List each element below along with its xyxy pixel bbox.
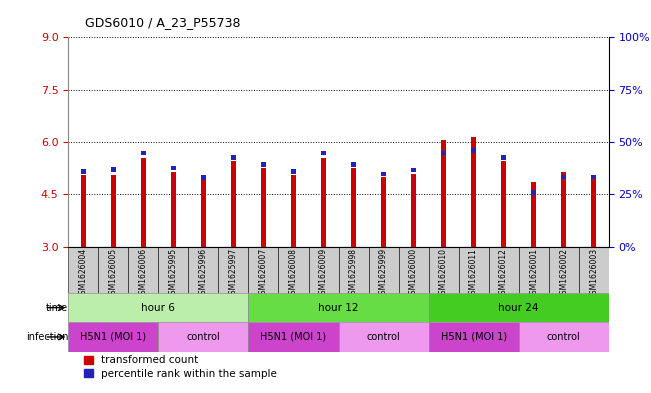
Legend: transformed count, percentile rank within the sample: transformed count, percentile rank withi…: [85, 355, 277, 379]
Text: GSM1626010: GSM1626010: [439, 248, 448, 299]
Bar: [291, 175, 296, 247]
Text: GSM1625995: GSM1625995: [169, 248, 178, 299]
Text: GSM1625996: GSM1625996: [199, 248, 208, 299]
Bar: [201, 175, 206, 180]
Bar: [351, 162, 356, 167]
Text: GSM1626002: GSM1626002: [559, 248, 568, 299]
Bar: [519, 322, 609, 352]
Text: hour 12: hour 12: [318, 303, 359, 312]
Bar: [171, 166, 176, 171]
Text: GSM1625999: GSM1625999: [379, 248, 388, 299]
Bar: [249, 293, 428, 322]
Text: GSM1626001: GSM1626001: [529, 248, 538, 299]
Bar: [441, 140, 447, 247]
Bar: [141, 158, 146, 247]
Bar: [68, 247, 98, 293]
Text: GDS6010 / A_23_P55738: GDS6010 / A_23_P55738: [85, 17, 240, 29]
Bar: [128, 247, 158, 293]
Text: control: control: [547, 332, 581, 342]
Bar: [519, 247, 549, 293]
Text: GSM1626006: GSM1626006: [139, 248, 148, 299]
Text: H5N1 (MOI 1): H5N1 (MOI 1): [441, 332, 506, 342]
Bar: [381, 177, 386, 247]
Bar: [158, 247, 188, 293]
Bar: [561, 172, 566, 247]
Bar: [489, 247, 519, 293]
Bar: [230, 155, 236, 160]
Bar: [291, 169, 296, 174]
Bar: [411, 174, 416, 247]
Text: GSM1626011: GSM1626011: [469, 248, 478, 299]
Bar: [171, 172, 176, 247]
Text: control: control: [187, 332, 220, 342]
Bar: [471, 137, 477, 247]
Bar: [249, 322, 339, 352]
Bar: [381, 172, 386, 176]
Bar: [261, 162, 266, 167]
Bar: [98, 247, 128, 293]
Bar: [531, 190, 536, 195]
Bar: [188, 247, 219, 293]
Bar: [279, 247, 309, 293]
Bar: [398, 247, 428, 293]
Text: H5N1 (MOI 1): H5N1 (MOI 1): [260, 332, 327, 342]
Bar: [249, 247, 279, 293]
Text: GSM1626009: GSM1626009: [319, 248, 328, 299]
Text: GSM1625998: GSM1625998: [349, 248, 358, 299]
Bar: [411, 167, 416, 172]
Text: GSM1626012: GSM1626012: [499, 248, 508, 299]
Text: GSM1626005: GSM1626005: [109, 248, 118, 299]
Bar: [261, 168, 266, 247]
Bar: [458, 247, 489, 293]
Text: time: time: [46, 303, 68, 312]
Text: GSM1626004: GSM1626004: [79, 248, 88, 299]
Text: H5N1 (MOI 1): H5N1 (MOI 1): [80, 332, 146, 342]
Bar: [68, 293, 249, 322]
Bar: [501, 161, 506, 247]
Text: GSM1625997: GSM1625997: [229, 248, 238, 299]
Bar: [591, 175, 596, 247]
Bar: [219, 247, 249, 293]
Bar: [201, 180, 206, 247]
Bar: [471, 149, 477, 153]
Bar: [141, 151, 146, 155]
Text: GSM1626000: GSM1626000: [409, 248, 418, 299]
Text: infection: infection: [26, 332, 68, 342]
Bar: [321, 151, 326, 155]
Bar: [591, 174, 596, 179]
Bar: [561, 174, 566, 179]
Bar: [68, 322, 158, 352]
Bar: [81, 175, 86, 247]
Bar: [339, 247, 368, 293]
Bar: [81, 169, 86, 174]
Bar: [309, 247, 339, 293]
Text: GSM1626003: GSM1626003: [589, 248, 598, 299]
Bar: [428, 293, 609, 322]
Text: control: control: [367, 332, 400, 342]
Bar: [111, 167, 116, 172]
Bar: [339, 322, 428, 352]
Bar: [351, 168, 356, 247]
Text: hour 24: hour 24: [499, 303, 539, 312]
Bar: [111, 175, 116, 247]
Text: GSM1626008: GSM1626008: [289, 248, 298, 299]
Bar: [321, 158, 326, 247]
Bar: [549, 247, 579, 293]
Bar: [531, 182, 536, 247]
Text: GSM1626007: GSM1626007: [259, 248, 268, 299]
Bar: [230, 161, 236, 247]
Bar: [579, 247, 609, 293]
Bar: [441, 151, 447, 155]
Bar: [428, 322, 519, 352]
Bar: [501, 155, 506, 160]
Bar: [368, 247, 398, 293]
Bar: [158, 322, 249, 352]
Bar: [428, 247, 458, 293]
Text: hour 6: hour 6: [141, 303, 175, 312]
